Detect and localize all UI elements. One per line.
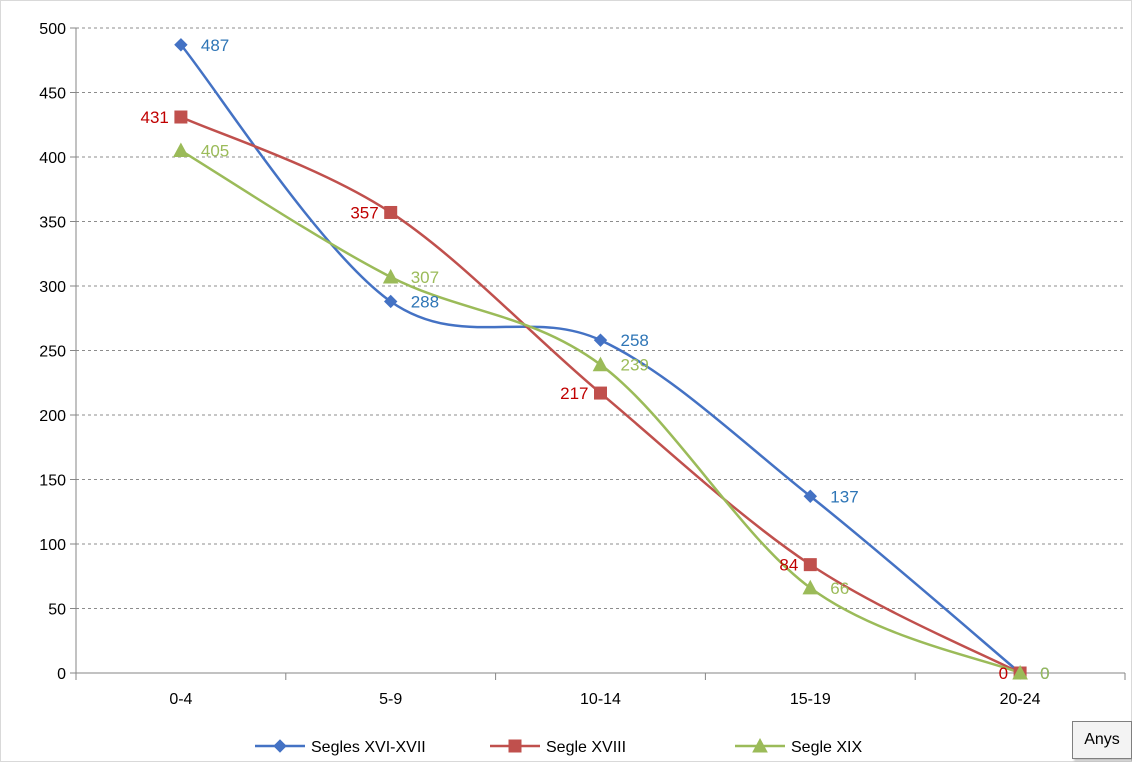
legend-label: Segle XVIII (546, 739, 626, 756)
x-tick-label: 20-24 (1000, 691, 1041, 708)
data-point (803, 489, 818, 503)
legend-label: Segles XVI-XVII (311, 739, 426, 756)
legend-marker (273, 739, 287, 753)
data-point (383, 294, 398, 309)
y-tick-label: 200 (39, 408, 66, 425)
data-point (382, 268, 399, 284)
y-tick-label: 0 (57, 666, 66, 683)
data-label: 288 (411, 292, 439, 311)
data-label: 0 (1040, 664, 1049, 683)
data-label: 405 (201, 142, 229, 161)
legend-marker (752, 737, 768, 753)
data-label: 431 (141, 108, 169, 127)
y-tick-label: 350 (39, 215, 66, 232)
data-point (384, 205, 398, 219)
y-tick-label: 400 (39, 150, 66, 167)
series-line (180, 149, 1021, 675)
data-label: 357 (350, 203, 378, 222)
data-point (593, 333, 608, 347)
data-point (174, 110, 188, 124)
data-point (173, 142, 189, 158)
data-point (174, 38, 188, 52)
y-tick-label: 300 (39, 279, 66, 296)
legend-label: Segle XIX (791, 739, 862, 756)
x-tick-label: 5-9 (379, 691, 402, 708)
data-label: 487 (201, 36, 229, 55)
data-point (802, 579, 819, 595)
y-tick-label: 100 (39, 537, 66, 554)
data-point (594, 386, 607, 400)
data-label: 217 (560, 384, 588, 403)
x-tick-label: 15-19 (790, 691, 831, 708)
y-tick-label: 50 (48, 602, 66, 619)
x-tick-label: 10-14 (580, 691, 621, 708)
data-point (1012, 664, 1028, 680)
data-label: 84 (779, 556, 798, 575)
data-label: 239 (621, 356, 649, 375)
y-tick-label: 150 (39, 473, 66, 490)
data-point (803, 558, 817, 572)
y-tick-label: 450 (39, 86, 66, 103)
data-label: 0 (1040, 664, 1049, 683)
data-label: 258 (621, 331, 649, 350)
y-tick-label: 250 (39, 344, 66, 361)
x-tick-label: 0-4 (169, 691, 192, 708)
data-point (592, 356, 609, 372)
x-axis-unit-label: Anys (1072, 721, 1132, 759)
data-label: 0 (999, 664, 1008, 683)
legend-marker (508, 739, 522, 753)
data-label: 137 (830, 487, 858, 506)
data-label: 307 (411, 268, 439, 287)
y-tick-label: 500 (39, 21, 66, 38)
data-label: 66 (830, 579, 849, 598)
